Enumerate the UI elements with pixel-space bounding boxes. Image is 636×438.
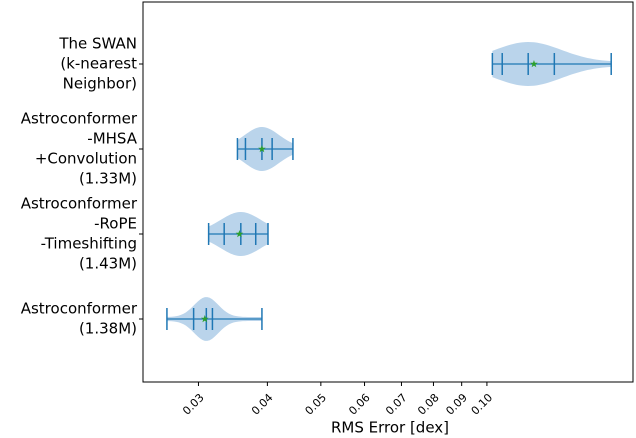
x-tick-label: 0.05 xyxy=(303,391,330,418)
violin-mean xyxy=(235,230,244,238)
violin-mean xyxy=(200,315,209,323)
y-tick-label: Astroconformer xyxy=(21,300,138,318)
y-tick-label: Neighbor) xyxy=(63,75,137,93)
violin-mean xyxy=(258,145,266,153)
x-tick-label: 0.10 xyxy=(469,391,496,418)
y-tick-label: The SWAN xyxy=(58,35,137,53)
y-tick-label: +Convolution xyxy=(35,150,137,168)
x-axis-label: RMS Error [dex] xyxy=(331,419,449,437)
x-tick-label: 0.03 xyxy=(180,391,207,418)
y-tick-label: -RoPE xyxy=(94,215,137,233)
y-tick-label: (1.38M) xyxy=(79,320,137,338)
x-tick-label: 0.09 xyxy=(443,391,470,418)
y-tick-label: -Timeshifting xyxy=(41,235,137,253)
x-tick-label: 0.07 xyxy=(383,391,410,418)
x-tick-label: 0.04 xyxy=(249,391,276,418)
x-tick-label: 0.06 xyxy=(346,391,373,418)
y-tick-label: (1.33M) xyxy=(79,170,137,188)
y-tick-label: (1.43M) xyxy=(79,255,137,273)
y-tick-label: -MHSA xyxy=(87,130,137,148)
x-tick-label: 0.08 xyxy=(415,391,442,418)
y-tick-label: Astroconformer xyxy=(21,195,138,213)
plot-frame xyxy=(142,1,634,383)
y-tick-label: (k-nearest xyxy=(60,55,137,73)
y-tick-label: Astroconformer xyxy=(21,110,138,128)
violin-mean xyxy=(530,60,538,68)
